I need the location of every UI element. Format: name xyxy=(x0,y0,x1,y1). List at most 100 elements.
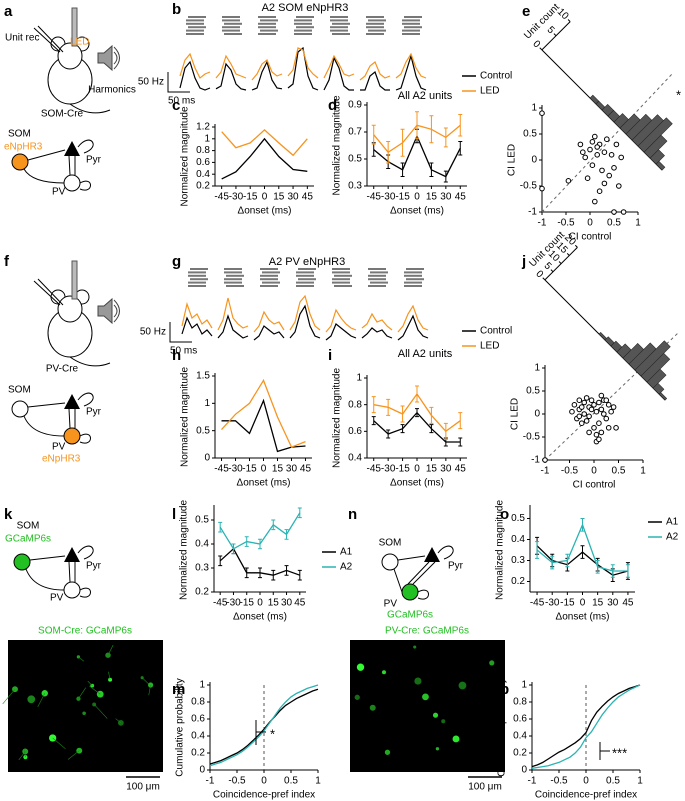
y-tick-label: 0.5 xyxy=(526,386,540,397)
error-bar xyxy=(244,567,249,579)
pv-cell xyxy=(63,427,81,445)
identity-line xyxy=(541,72,674,213)
data-point xyxy=(588,397,595,404)
panel-letter: m xyxy=(172,681,185,698)
stimulus-tone xyxy=(296,26,314,29)
error-bar xyxy=(458,113,463,137)
x-tick-label: -0.5 xyxy=(561,466,579,477)
x-tick-label: 0 xyxy=(580,598,586,609)
x-tick-label: -1 xyxy=(541,466,550,477)
annotation: * xyxy=(676,87,681,102)
data-point xyxy=(596,420,602,427)
x-tick-label: 1 xyxy=(637,776,643,787)
diagram-label: Unit rec xyxy=(5,33,39,44)
error-bar xyxy=(580,518,585,532)
x-tick-label: -45 xyxy=(530,598,545,609)
x-tick-label: 30 xyxy=(287,192,299,203)
x-axis-label: CI control xyxy=(569,232,612,243)
x-tick-label: 45 xyxy=(294,598,306,609)
data-point xyxy=(620,209,627,215)
count-tick xyxy=(566,253,570,256)
panel-letter: f xyxy=(4,253,10,270)
data-point xyxy=(581,399,588,406)
cell-body xyxy=(381,670,387,675)
data-point xyxy=(598,429,605,436)
error-bar xyxy=(371,396,376,414)
data-point xyxy=(598,392,605,399)
error-bar xyxy=(386,140,391,164)
cell-body xyxy=(354,694,360,700)
x-tick-label: -45 xyxy=(214,464,229,475)
stimulus-tone xyxy=(188,285,206,287)
stimulus-tone xyxy=(404,274,422,277)
data-point xyxy=(596,436,602,443)
y-tick-label: 1 xyxy=(204,398,210,409)
y-tick-label: 1.5 xyxy=(196,371,210,382)
pyr-cell xyxy=(64,394,80,409)
electrode xyxy=(33,27,61,53)
x-tick-label: 0 xyxy=(261,464,267,475)
cell-body xyxy=(384,749,391,755)
count-tick xyxy=(558,261,562,264)
dendrite xyxy=(78,687,86,699)
stimulus-tone xyxy=(296,281,314,284)
diagram-label: SOM-Cre xyxy=(41,109,84,120)
cell-body xyxy=(489,660,495,666)
dendrite xyxy=(18,751,26,761)
panel-letter: d xyxy=(328,97,337,114)
stimulus-tone xyxy=(330,26,348,29)
data-point xyxy=(577,141,584,148)
y-tick-label: 0.5 xyxy=(195,515,209,526)
series-line xyxy=(221,398,306,453)
x-tick-label: -45 xyxy=(367,464,382,475)
x-tick-label: -30 xyxy=(226,598,241,609)
diagram-label: eNpHR3 xyxy=(4,142,43,153)
y-axis-label: Normalized magnitude xyxy=(332,368,343,468)
stimulus-tone xyxy=(332,281,350,284)
y-tick-label: 1 xyxy=(199,680,205,691)
rate-trace xyxy=(179,46,427,91)
stimulus-tone xyxy=(332,22,350,25)
y-tick-label: 0.3 xyxy=(195,563,209,574)
x-tick-label: 0 xyxy=(262,192,268,203)
x-axis-label: Δonset (ms) xyxy=(390,478,444,489)
error-bar xyxy=(458,140,463,156)
x-axis-label: Δonset (ms) xyxy=(390,206,444,217)
diagram-label: PV xyxy=(384,599,398,610)
y-tick-label: 0.3 xyxy=(511,555,525,566)
stimulus-tone xyxy=(332,268,350,270)
y-tick-label: 1.2 xyxy=(196,122,210,133)
stimulus-tone xyxy=(190,268,208,270)
stimulus-tone xyxy=(186,22,204,25)
micrograph xyxy=(350,640,505,772)
data-point xyxy=(613,425,619,431)
data-point xyxy=(578,420,585,427)
error-bar xyxy=(415,408,419,418)
panel-letter: l xyxy=(172,506,176,523)
stimulus-tone xyxy=(224,278,242,281)
data-point xyxy=(603,397,610,404)
data-point xyxy=(587,146,593,153)
cell-body xyxy=(413,645,417,649)
micrograph xyxy=(8,640,163,772)
y-tick-label: 0.2 xyxy=(191,748,205,759)
x-tick-label: 15 xyxy=(272,464,284,475)
dendrite xyxy=(67,750,80,760)
y-tick-label: 1 xyxy=(204,133,210,144)
stimulus-tone xyxy=(334,285,352,287)
histogram-bar xyxy=(655,160,666,171)
x-tick-label: 45 xyxy=(300,464,312,475)
legend-label: Control xyxy=(480,71,512,82)
diagram-label: Harmonics xyxy=(88,85,136,96)
error-bar xyxy=(443,127,448,148)
y-axis-label: Normalized magnitude xyxy=(180,106,191,206)
optic-fiber xyxy=(71,7,78,47)
x-tick-label: 15 xyxy=(273,192,285,203)
error-bar xyxy=(429,115,434,144)
panel-letter: c xyxy=(172,97,180,114)
scale-bar xyxy=(167,72,190,93)
panel-letter: e xyxy=(522,3,530,20)
stimulus-tone xyxy=(188,274,206,277)
stimulus-tone xyxy=(222,29,240,32)
stimulus-tone xyxy=(366,26,384,29)
